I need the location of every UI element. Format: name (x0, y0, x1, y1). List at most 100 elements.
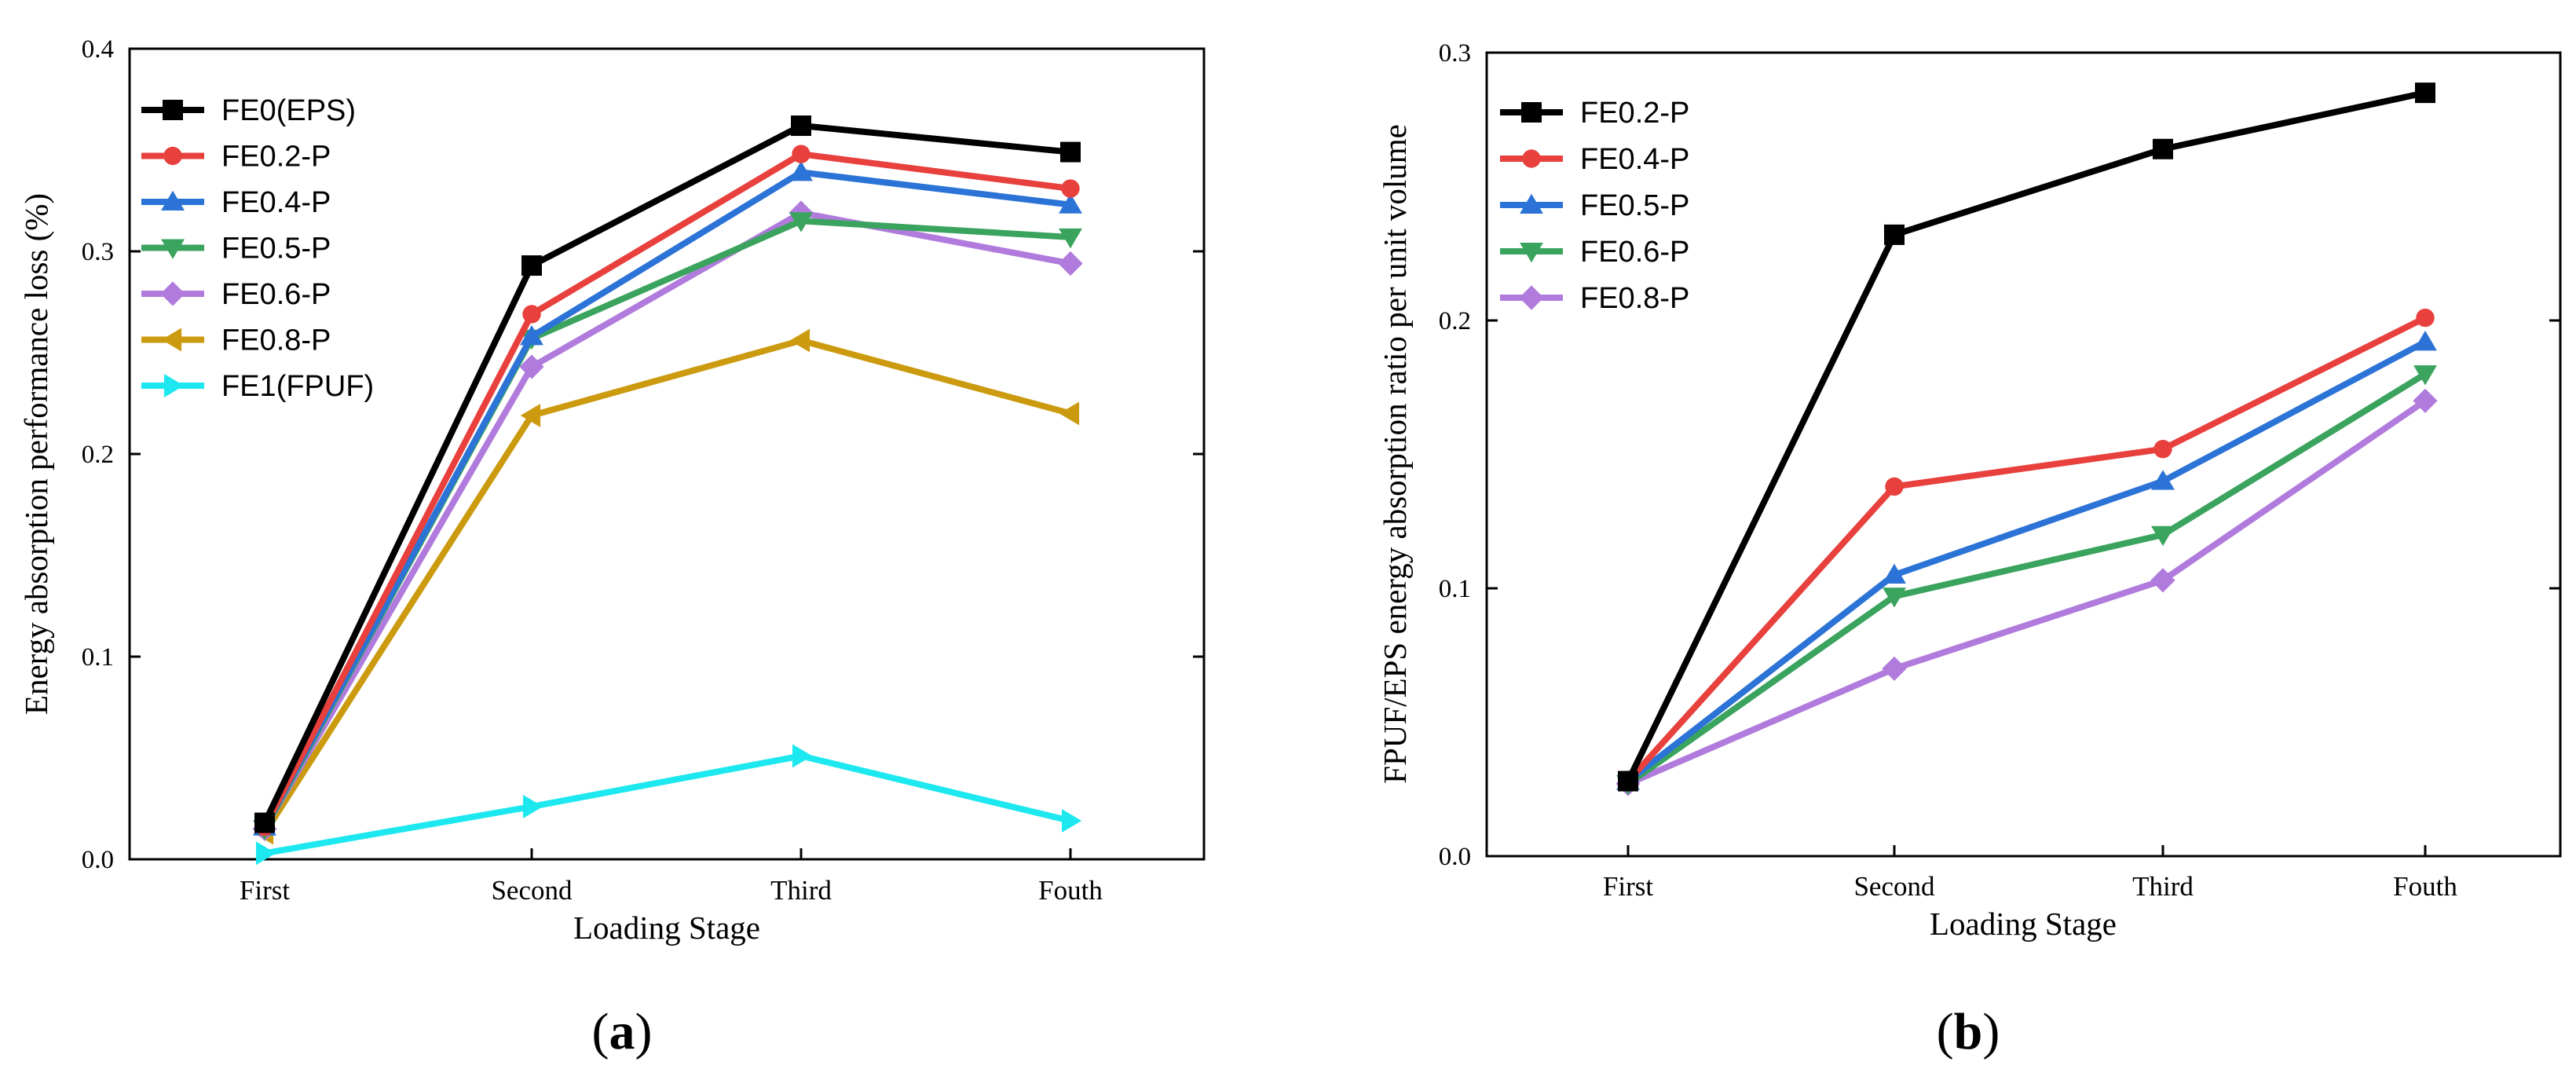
data-point (2413, 365, 2437, 386)
data-point (1885, 477, 1904, 496)
data-point (1618, 771, 1638, 792)
legend-label: FE0(EPS) (221, 94, 356, 127)
data-point (2153, 439, 2172, 459)
data-point (519, 354, 544, 379)
legend-marker (1520, 242, 1543, 263)
legend-item: FE0.6-P (141, 278, 331, 311)
data-point (789, 328, 810, 353)
legend-b: FE0.2-P FE0.4-P FE0.5-P FE0.6-P FE0.8-P (1500, 97, 1689, 315)
data-point (1059, 228, 1082, 249)
legend-label: FE0.5-P (221, 232, 331, 265)
y-ticks-b: 0.0 0.1 0.2 0.3 (1439, 39, 2560, 871)
data-point (2150, 568, 2175, 593)
series-FE0.5-P (253, 212, 1082, 840)
x-tick-label: Second (1853, 871, 1935, 902)
data-point (792, 145, 810, 163)
data-point (255, 841, 276, 866)
plot-frame-b (1485, 51, 2562, 858)
series-FE0.6-P (252, 200, 1083, 841)
legend-item: FE0.2-P (1500, 97, 1689, 130)
legend-label: FE0.6-P (1580, 236, 1689, 269)
legend-item: FE0.4-P (141, 186, 331, 219)
legend-marker (161, 328, 182, 352)
legend-item: FE0.4-P (1500, 143, 1689, 176)
y-tick-label: 0.1 (1439, 575, 1471, 603)
data-point (789, 161, 813, 181)
y-tick-label: 0.0 (1439, 843, 1471, 871)
legend-marker (1522, 149, 1541, 168)
series-group-b (1615, 82, 2438, 796)
legend-label: FE0.5-P (1580, 189, 1689, 222)
data-point (520, 325, 543, 346)
data-point (2413, 330, 2437, 351)
series-line (1625, 90, 2426, 783)
legend-item: FE0.2-P (141, 141, 331, 174)
series-FE0.8-P (253, 328, 1080, 845)
legend-marker (160, 281, 185, 306)
x-ticks-b: First Second Third Fouth (1603, 845, 2457, 902)
x-tick-label: First (1603, 871, 1653, 902)
y-tick-label: 0.2 (82, 441, 114, 469)
x-tick-label: Third (770, 875, 832, 906)
x-tick-label: Third (2132, 871, 2194, 902)
y-axis-title-a: Energy absorption performance loss (%) (18, 193, 54, 715)
x-axis-title-a: Loading Stage (573, 910, 760, 946)
series-FE0.4-P (253, 161, 1082, 836)
y-tick-label: 0.4 (82, 35, 114, 64)
x-tick-label: Fouth (1038, 875, 1103, 906)
x-tick-label: First (240, 875, 290, 906)
data-point (2415, 82, 2435, 104)
series-FE0.8-P (1615, 388, 2438, 796)
series-line (262, 151, 1071, 829)
data-point (789, 212, 813, 232)
data-point (2416, 308, 2435, 328)
legend-marker (163, 146, 182, 166)
legend-marker (161, 190, 185, 211)
data-point (520, 404, 541, 427)
chart-panel-b: 0.0 0.1 0.2 0.3 First Second Third Fouth FE0.2… (1377, 39, 2562, 1060)
data-point (792, 744, 813, 768)
y-tick-label: 0.3 (1439, 39, 1471, 68)
legend-marker (161, 239, 185, 259)
series-FE0.5-P (1616, 330, 2437, 790)
data-point (1059, 401, 1080, 426)
legend-marker (1521, 102, 1542, 123)
legend-marker (163, 100, 183, 120)
legend-label: FE0.8-P (221, 324, 331, 357)
x-axis-title-b: Loading Stage (1930, 906, 2117, 942)
y-tick-label: 0.2 (1439, 307, 1471, 335)
data-point (1883, 588, 1906, 608)
series-FE0(EPS) (254, 115, 1081, 833)
y-axis-title-b: FPUF/EPS energy absorption ratio per uni… (1377, 124, 1413, 784)
series-line (1626, 371, 2428, 787)
data-point (2413, 388, 2438, 413)
series-FE0.2-P (255, 145, 1080, 837)
panel-label-b: (b) (1937, 1003, 2000, 1060)
series-line (1626, 397, 2428, 787)
series-FE0.6-P (1616, 365, 2437, 796)
legend-label: FE1(FPUF) (221, 370, 374, 403)
x-tick-label: Second (491, 875, 573, 906)
data-point (254, 812, 275, 833)
series-FE0.2-P (1618, 82, 2435, 792)
legend-item: FE0.6-P (1500, 236, 1689, 269)
legend-item: FE0(EPS) (141, 94, 356, 127)
legend-label: FE0.2-P (221, 141, 331, 174)
series-line (264, 752, 1071, 857)
legend-label: FE0.4-P (1580, 143, 1689, 176)
data-point (2153, 138, 2173, 159)
legend-a: FE0(EPS) FE0.2-P FE0.4-P FE0.5-P FE0.6-P FE0.… (141, 94, 374, 403)
data-point (2151, 525, 2175, 547)
legend-item: FE0.8-P (1500, 282, 1689, 315)
data-point (2151, 470, 2175, 490)
series-line (262, 123, 1071, 825)
series-line (1626, 315, 2427, 784)
series-line (262, 218, 1071, 831)
data-point (522, 305, 541, 324)
series-line (262, 209, 1071, 831)
series-FE1(FPUF) (255, 744, 1082, 866)
y-tick-label: 0.3 (82, 238, 114, 266)
series-line (262, 337, 1072, 835)
legend-label: FE0.8-P (1580, 282, 1689, 315)
